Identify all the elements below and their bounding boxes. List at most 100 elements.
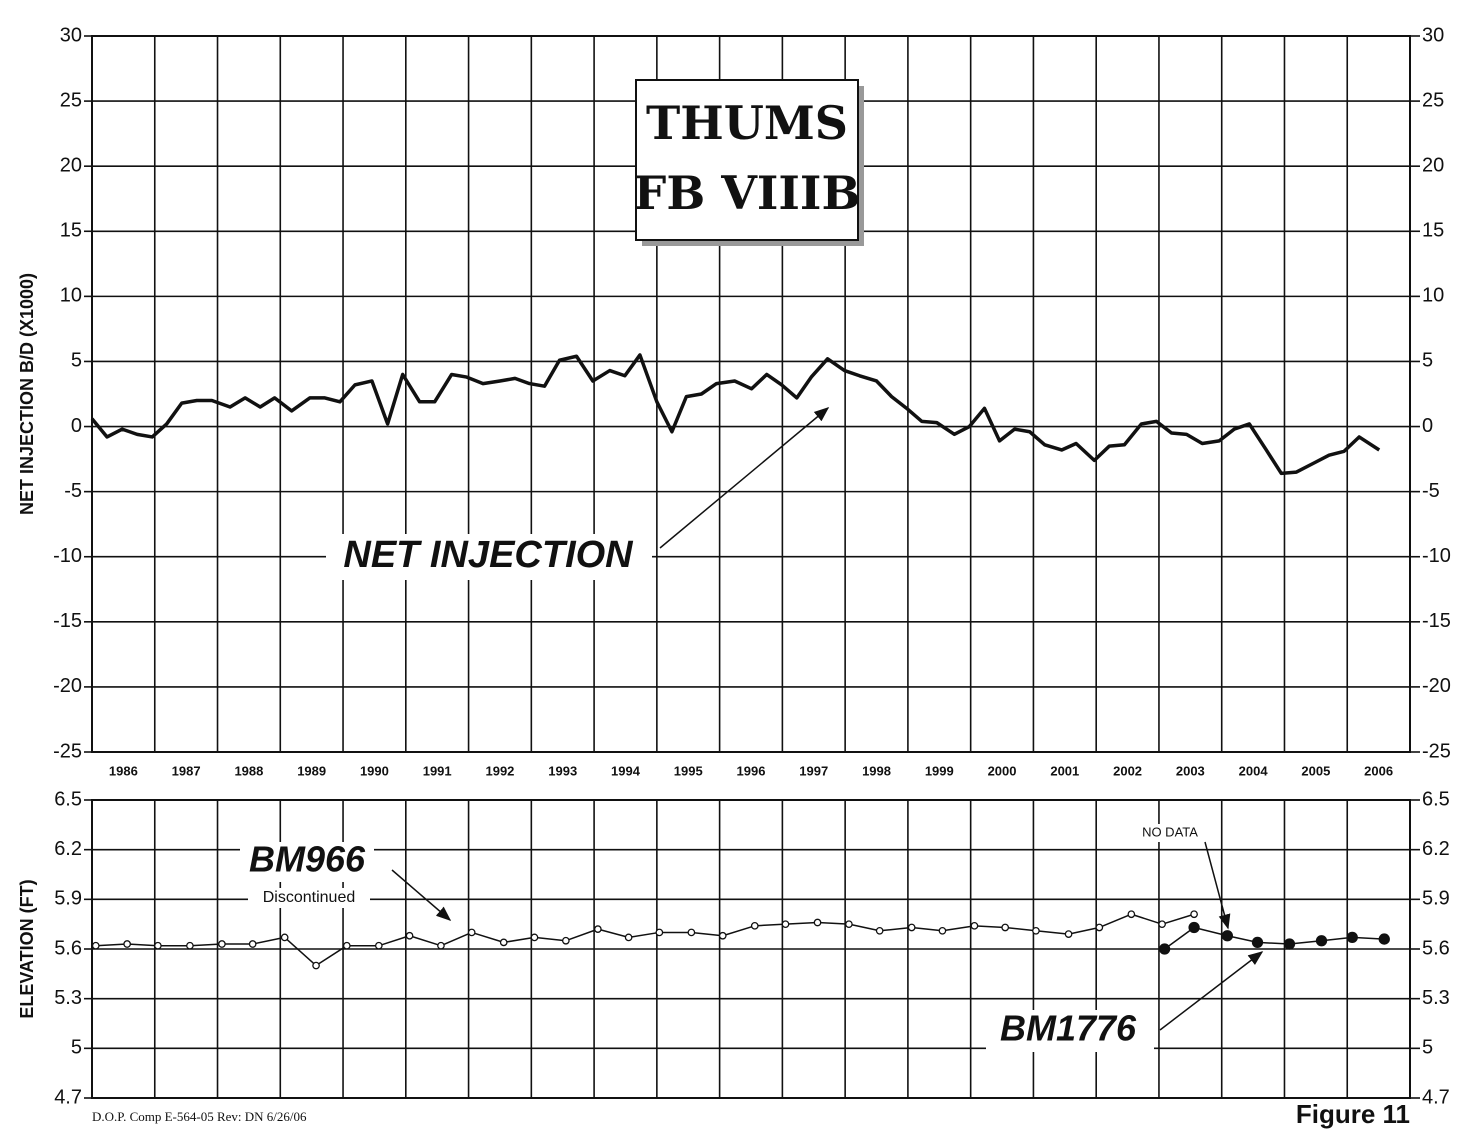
data-point bbox=[875, 926, 884, 935]
x-tick-label: 2001 bbox=[1050, 763, 1079, 778]
y2-tick-label: -20 bbox=[1422, 675, 1451, 697]
data-point bbox=[218, 940, 226, 948]
data-point bbox=[1221, 930, 1234, 942]
data-point bbox=[405, 931, 414, 940]
title-line-1: THUMS bbox=[646, 96, 848, 150]
x-tick-label: 1989 bbox=[297, 763, 326, 778]
arrow bbox=[391, 869, 452, 921]
x-tick-label: 1993 bbox=[548, 763, 577, 778]
arrow bbox=[1204, 841, 1231, 930]
annotation: NO DATA bbox=[1142, 824, 1198, 839]
y2-tick-label: 0 bbox=[1422, 415, 1433, 437]
data-point bbox=[437, 941, 445, 950]
data-point bbox=[562, 936, 570, 945]
x-tick-label: 2002 bbox=[1113, 763, 1142, 778]
y2-tick-label: -15 bbox=[1422, 610, 1451, 632]
series-line bbox=[90, 353, 1381, 476]
x-tick-label: 1997 bbox=[799, 763, 828, 778]
data-point bbox=[374, 941, 383, 950]
data-point bbox=[1378, 933, 1390, 945]
arrow bbox=[1159, 951, 1264, 1031]
data-point bbox=[1283, 938, 1296, 950]
data-point bbox=[655, 928, 664, 937]
x-tick-label: 2000 bbox=[988, 763, 1017, 778]
data-point bbox=[91, 941, 100, 950]
data-point bbox=[938, 926, 947, 935]
data-point bbox=[1188, 921, 1200, 934]
data-point bbox=[781, 920, 790, 929]
x-tick-label: 2006 bbox=[1364, 763, 1393, 778]
x-tick-label: 1991 bbox=[423, 763, 452, 778]
annotation: NET INJECTION bbox=[343, 534, 634, 576]
data-point bbox=[594, 925, 602, 933]
y-tick-label: 5 bbox=[71, 350, 82, 372]
x-tick-label: 1996 bbox=[737, 763, 766, 778]
label-bg bbox=[326, 534, 652, 580]
data-point bbox=[750, 921, 759, 930]
y-tick-label: -15 bbox=[53, 610, 82, 632]
data-point bbox=[280, 933, 289, 942]
label-bg bbox=[1128, 824, 1212, 842]
y2-tick-label: 4.7 bbox=[1422, 1086, 1450, 1108]
y-tick-label: 6.5 bbox=[54, 788, 82, 810]
data-point bbox=[1001, 923, 1010, 932]
x-tick-label: 1987 bbox=[172, 763, 201, 778]
x-tick-label: 2004 bbox=[1239, 763, 1269, 778]
y2-tick-label: 5.9 bbox=[1422, 888, 1450, 910]
data-point bbox=[530, 933, 539, 942]
y-tick-label: 10 bbox=[60, 285, 82, 307]
footer-note: D.O.P. Comp E-564-05 Rev: DN 6/26/06 bbox=[92, 1109, 307, 1124]
x-tick-label: 1994 bbox=[611, 763, 641, 778]
figure-label: Figure 11 bbox=[1296, 1099, 1410, 1129]
data-point bbox=[1127, 910, 1136, 919]
y-tick-label: 5 bbox=[71, 1037, 82, 1059]
x-tick-label: 1995 bbox=[674, 763, 703, 778]
y-tick-label: 5.9 bbox=[54, 888, 82, 910]
y2-tick-label: 5.6 bbox=[1422, 937, 1450, 959]
y2-tick-label: -25 bbox=[1422, 740, 1451, 762]
data-point bbox=[1032, 926, 1040, 935]
x-tick-label: 1986 bbox=[109, 763, 138, 778]
y2-tick-label: 20 bbox=[1422, 154, 1444, 176]
annotations: NET INJECTION BM966 Discontinued NO DATA… bbox=[240, 407, 1264, 1052]
label-bg bbox=[986, 1010, 1154, 1052]
data-point bbox=[342, 941, 351, 950]
data-point bbox=[687, 928, 696, 937]
data-point bbox=[1346, 931, 1358, 944]
y2-tick-label: -10 bbox=[1422, 545, 1451, 567]
data-point bbox=[1158, 920, 1166, 929]
y-tick-label: 15 bbox=[60, 220, 82, 242]
x-tick-label: 1992 bbox=[485, 763, 514, 778]
y2-tick-label: 6.5 bbox=[1422, 788, 1450, 810]
data-point bbox=[186, 941, 194, 950]
annotation: BM966 bbox=[249, 839, 366, 880]
annotation: BM1776 bbox=[1000, 1008, 1137, 1049]
data-point bbox=[1064, 930, 1073, 938]
y-axis-label: ELEVATION (FT) bbox=[17, 879, 37, 1018]
label-bg bbox=[240, 842, 374, 882]
y-tick-label: -5 bbox=[64, 480, 82, 502]
plot-frame bbox=[91, 799, 1411, 1099]
x-tick-label: 1988 bbox=[234, 763, 263, 778]
y2-tick-label: 6.2 bbox=[1422, 838, 1450, 860]
data-point bbox=[467, 928, 476, 937]
data-point bbox=[499, 938, 508, 947]
x-tick-label: 1990 bbox=[360, 763, 389, 778]
y-tick-label: 4.7 bbox=[54, 1086, 82, 1108]
data-point bbox=[248, 940, 257, 948]
x-tick-label: 2003 bbox=[1176, 763, 1205, 778]
y2-tick-label: 5 bbox=[1422, 1037, 1433, 1059]
data-point bbox=[1158, 943, 1171, 955]
y-tick-label: -20 bbox=[53, 675, 82, 697]
y-tick-label: 25 bbox=[60, 89, 82, 111]
label-bg bbox=[248, 888, 370, 908]
y-tick-label: 20 bbox=[60, 154, 82, 176]
y2-tick-label: 30 bbox=[1422, 24, 1444, 46]
y2-tick-label: 5 bbox=[1422, 350, 1433, 372]
data-point bbox=[312, 961, 320, 970]
y2-tick-label: 10 bbox=[1422, 285, 1444, 307]
x-tick-label: 1998 bbox=[862, 763, 891, 778]
data-point bbox=[907, 923, 916, 932]
data-point bbox=[123, 940, 131, 948]
